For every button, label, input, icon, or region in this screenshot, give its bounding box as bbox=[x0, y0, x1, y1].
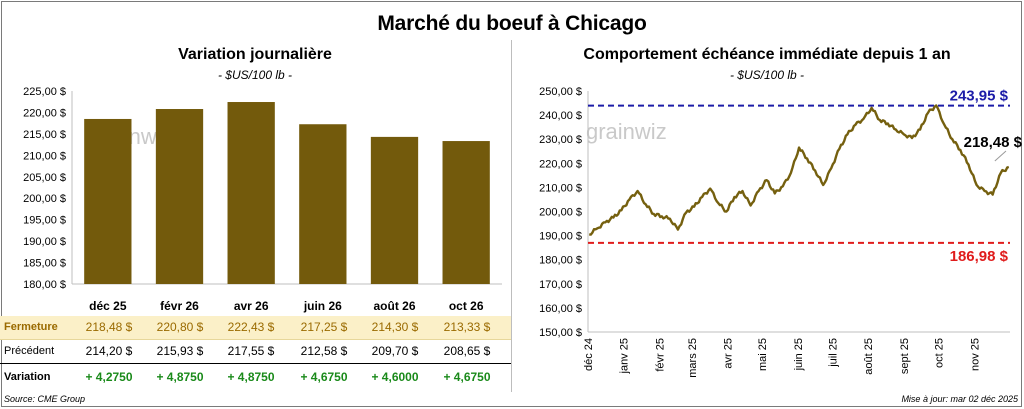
table-cell: 217,55 $ bbox=[227, 344, 275, 358]
line-chart-title: Comportement échéance immédiate depuis 1… bbox=[583, 46, 951, 63]
x-tick-label: juin 26 bbox=[303, 299, 342, 313]
x-tick-label: déc 25 bbox=[89, 299, 127, 313]
table-cell: 214,20 $ bbox=[85, 344, 133, 358]
y-tick-label: 190,00 $ bbox=[539, 231, 582, 243]
y-tick-label: 185,00 $ bbox=[23, 258, 66, 270]
y-tick-label: 210,00 $ bbox=[23, 150, 66, 162]
x-tick-label: août 26 bbox=[373, 299, 415, 313]
x-tick-label: avr 25 bbox=[723, 338, 735, 369]
x-tick-label: janv 25 bbox=[619, 338, 631, 374]
bar bbox=[299, 124, 347, 284]
y-tick-label: 195,00 $ bbox=[23, 215, 66, 227]
table-cell: + 4,8750 bbox=[156, 370, 204, 384]
y-tick-label: 240,00 $ bbox=[539, 110, 582, 122]
table-cell: 213,33 $ bbox=[443, 320, 491, 334]
y-tick-label: 220,00 $ bbox=[539, 158, 582, 170]
high-value-label: 243,95 $ bbox=[950, 88, 1009, 105]
row-label: Précédent bbox=[4, 345, 55, 357]
table-cell: 208,65 $ bbox=[443, 344, 491, 358]
y-tick-label: 210,00 $ bbox=[539, 182, 582, 194]
y-tick-label: 190,00 $ bbox=[23, 236, 66, 248]
y-tick-label: 230,00 $ bbox=[539, 134, 582, 146]
x-tick-label: mars 25 bbox=[687, 338, 699, 378]
x-tick-label: mai 25 bbox=[757, 338, 769, 371]
page-title: Marché du boeuf à Chicago bbox=[377, 12, 647, 35]
x-tick-label: oct 26 bbox=[449, 299, 484, 313]
x-tick-label: avr 26 bbox=[234, 299, 269, 313]
table-cell: 222,43 $ bbox=[227, 320, 275, 334]
y-tick-label: 205,00 $ bbox=[23, 172, 66, 184]
table-cell: 215,93 $ bbox=[156, 344, 204, 358]
y-tick-label: 200,00 $ bbox=[23, 193, 66, 205]
table-cell: 220,80 $ bbox=[156, 320, 204, 334]
y-tick-label: 160,00 $ bbox=[539, 303, 582, 315]
y-tick-label: 225,00 $ bbox=[23, 86, 66, 98]
bar bbox=[442, 141, 490, 284]
last-value-label: 218,48 $ bbox=[964, 134, 1023, 151]
table-row-variation: Variation + 4,2750 + 4,8750 + 4,8750 + 4… bbox=[0, 366, 511, 390]
x-tick-label: déc 24 bbox=[583, 338, 595, 371]
y-tick-label: 180,00 $ bbox=[23, 279, 66, 291]
watermark: grainwiz bbox=[586, 119, 667, 144]
y-tick-label: 215,00 $ bbox=[23, 129, 66, 141]
x-tick-label: févr 25 bbox=[654, 338, 666, 372]
line-chart-subtitle: - $US/100 lb - bbox=[729, 68, 805, 82]
row-label: Variation bbox=[4, 371, 51, 383]
table-cell: 214,30 $ bbox=[371, 320, 419, 334]
y-tick-label: 150,00 $ bbox=[539, 327, 582, 339]
panel-divider bbox=[511, 40, 512, 392]
source-note: Source: CME Group bbox=[4, 394, 86, 404]
table-cell: 212,58 $ bbox=[300, 344, 348, 358]
table-cell: + 4,6000 bbox=[371, 370, 419, 384]
price-series-line bbox=[589, 104, 1010, 236]
x-tick-label: nov 25 bbox=[969, 338, 981, 371]
y-tick-label: 220,00 $ bbox=[23, 107, 66, 119]
y-tick-label: 180,00 $ bbox=[539, 255, 582, 267]
table-cell: + 4,2750 bbox=[85, 370, 133, 384]
table-row-previous: Précédent 214,20 $ 215,93 $ 217,55 $ 212… bbox=[0, 340, 511, 364]
x-tick-label: sept 25 bbox=[899, 338, 911, 374]
table-row-close: Fermeture 218,48 $ 220,80 $ 222,43 $ 217… bbox=[0, 316, 511, 340]
bar-chart-subtitle: - $US/100 lb - bbox=[217, 68, 293, 82]
bar bbox=[370, 136, 419, 284]
bar-chart-title: Variation journalière bbox=[178, 46, 332, 63]
table-cell: 209,70 $ bbox=[371, 344, 419, 358]
bar bbox=[155, 109, 204, 284]
update-date: Mise à jour: mar 02 déc 2025 bbox=[901, 394, 1018, 404]
table-cell: + 4,8750 bbox=[227, 370, 275, 384]
table-cell: + 4,6750 bbox=[443, 370, 491, 384]
x-tick-label: juil 25 bbox=[827, 338, 839, 368]
x-tick-label: févr 26 bbox=[160, 299, 199, 313]
row-label: Fermeture bbox=[4, 321, 58, 333]
y-tick-label: 250,00 $ bbox=[539, 86, 582, 98]
x-tick-label: oct 25 bbox=[934, 338, 946, 368]
table-cell: 218,48 $ bbox=[85, 320, 133, 334]
bar bbox=[84, 118, 132, 284]
low-value-label: 186,98 $ bbox=[950, 248, 1009, 265]
last-value-leader bbox=[994, 150, 1007, 162]
x-tick-label: août 25 bbox=[863, 338, 875, 375]
bar bbox=[227, 102, 275, 284]
y-tick-label: 200,00 $ bbox=[539, 207, 582, 219]
x-tick-label: juin 25 bbox=[793, 338, 805, 371]
y-tick-label: 170,00 $ bbox=[539, 279, 582, 291]
table-cell: + 4,6750 bbox=[300, 370, 348, 384]
table-cell: 217,25 $ bbox=[300, 320, 348, 334]
